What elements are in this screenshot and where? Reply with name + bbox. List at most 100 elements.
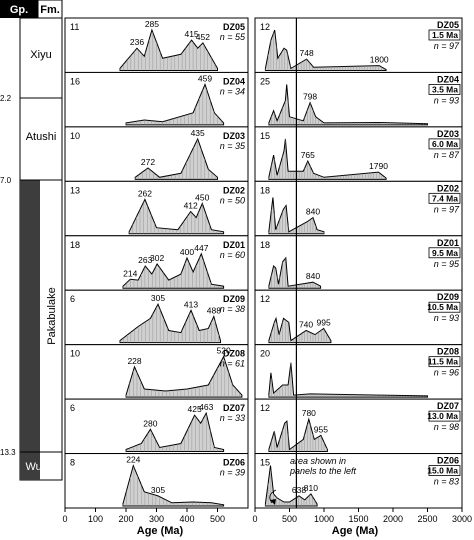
age-label: 11.5 Ma (428, 357, 459, 367)
left-peak-label: 214 (123, 268, 137, 278)
annotation-arrow (269, 489, 277, 504)
right-peak-label: 955 (314, 424, 328, 434)
left-peak-label: 452 (196, 32, 210, 42)
left-peak-label: 447 (194, 243, 208, 253)
annotation-line2: panels to the left (289, 466, 357, 476)
right-sample-id: DZ02 (437, 183, 459, 193)
left-peak-label: 520 (217, 346, 231, 356)
age-label: 6.0 Ma (432, 139, 458, 149)
right-density-curve (268, 138, 387, 180)
annotation-arrowhead (270, 499, 276, 505)
age-tick-7-0: 7.0 (0, 176, 12, 185)
left-sample-id: DZ07 (223, 403, 245, 413)
left-n-label: n = 60 (220, 250, 245, 260)
right-count-label: 20 (260, 349, 270, 359)
left-sample-id: DZ05 (223, 22, 245, 32)
formation-wuqia: Wuqia (26, 461, 58, 473)
age-label: 1.5 Ma (432, 30, 458, 40)
age-box (428, 301, 461, 313)
right-count-label: 18 (260, 185, 270, 195)
right-count-label: 12 (260, 22, 270, 32)
right-density-curve (268, 316, 332, 344)
left-n-label: n = 34 (220, 86, 245, 96)
left-peak-label: 302 (150, 253, 164, 263)
right-n-label: n = 96 (434, 368, 459, 378)
right-peak-label: 995 (317, 318, 331, 328)
right-n-label: n = 97 (434, 204, 460, 214)
left-peak-label: 413 (184, 299, 198, 309)
right-peak-label: 765 (301, 150, 315, 160)
right-sample-id: DZ04 (437, 74, 459, 84)
left-n-label: n = 50 (220, 195, 245, 205)
right-axis-label: Age (Ma) (332, 525, 379, 537)
right-sample-id: DZ09 (437, 292, 459, 302)
right-peak-label: 780 (302, 408, 316, 418)
left-density-curve (122, 464, 225, 507)
left-peak-label: 224 (126, 455, 140, 465)
left-peak-label: 435 (191, 128, 205, 138)
right-peak-label: 1800 (370, 55, 389, 65)
age-box (428, 29, 461, 41)
group-bar (20, 180, 40, 480)
left-peak-label: 263 (138, 255, 152, 265)
left-peak-label: 272 (141, 157, 155, 167)
age-box (428, 465, 461, 476)
age-box (428, 410, 461, 422)
age-label: 10.5 Ma (427, 302, 458, 312)
right-count-label: 18 (260, 240, 270, 250)
age-label: 3.5 Ma (432, 84, 458, 94)
right-n-label: n = 93 (434, 95, 459, 105)
left-n-label: n = 39 (220, 468, 245, 478)
left-count-label: 10 (70, 349, 80, 359)
left-peak-label: 305 (151, 485, 165, 495)
left-peak-label: 400 (180, 247, 194, 257)
right-peak-label: 810 (304, 483, 318, 493)
left-count-label: 13 (70, 185, 80, 195)
right-panel-frame (254, 453, 463, 509)
left-count-label: 18 (70, 240, 80, 250)
right-peak-label: 798 (303, 92, 317, 102)
axes: 0 100 200 300 400 500 0 500 1000 1500 2000 2500 3000 (62, 508, 472, 524)
left-count-label: 16 (70, 76, 80, 86)
area-annotation: area shown in panels to the left (269, 456, 357, 505)
right-n-label: n = 83 (434, 477, 459, 487)
left-axis-tick-label: 500 (210, 514, 225, 524)
left-sample-id: DZ04 (223, 76, 245, 86)
left-peak-label: 280 (143, 418, 157, 428)
right-axis-tick-label: 1000 (314, 514, 334, 524)
right-count-label: 12 (260, 403, 270, 413)
age-box (428, 192, 461, 204)
left-n-label: n = 35 (220, 141, 246, 151)
right-count-label: 12 (260, 294, 270, 304)
formation-xiyu: Xiyu (30, 49, 51, 61)
right-axis-tick-label: 0 (252, 514, 257, 524)
right-n-label: n = 98 (434, 422, 459, 432)
left-panel-frame (64, 71, 249, 128)
left-peak-label: 285 (145, 19, 159, 29)
left-peak-label: 262 (138, 188, 152, 198)
right-peak-label: 740 (299, 320, 313, 330)
left-peak-label: 228 (127, 356, 141, 366)
left-axis-tick-label: 0 (62, 514, 67, 524)
left-sample-id: DZ01 (223, 240, 245, 250)
right-axis-tick-label: 500 (282, 514, 297, 524)
left-sample-id: DZ06 (223, 458, 245, 468)
age-box (428, 138, 461, 150)
right-density-curve (268, 256, 322, 289)
formation-pakabulake: Pakabulake (46, 287, 58, 345)
right-density-curve (268, 84, 428, 126)
right-axis-tick-label: 1500 (348, 514, 368, 524)
left-count-label: 8 (70, 458, 75, 468)
age-tick-2-2: 2.2 (0, 94, 12, 103)
right-sample-id: DZ01 (437, 238, 459, 248)
group-header-box (0, 0, 38, 18)
